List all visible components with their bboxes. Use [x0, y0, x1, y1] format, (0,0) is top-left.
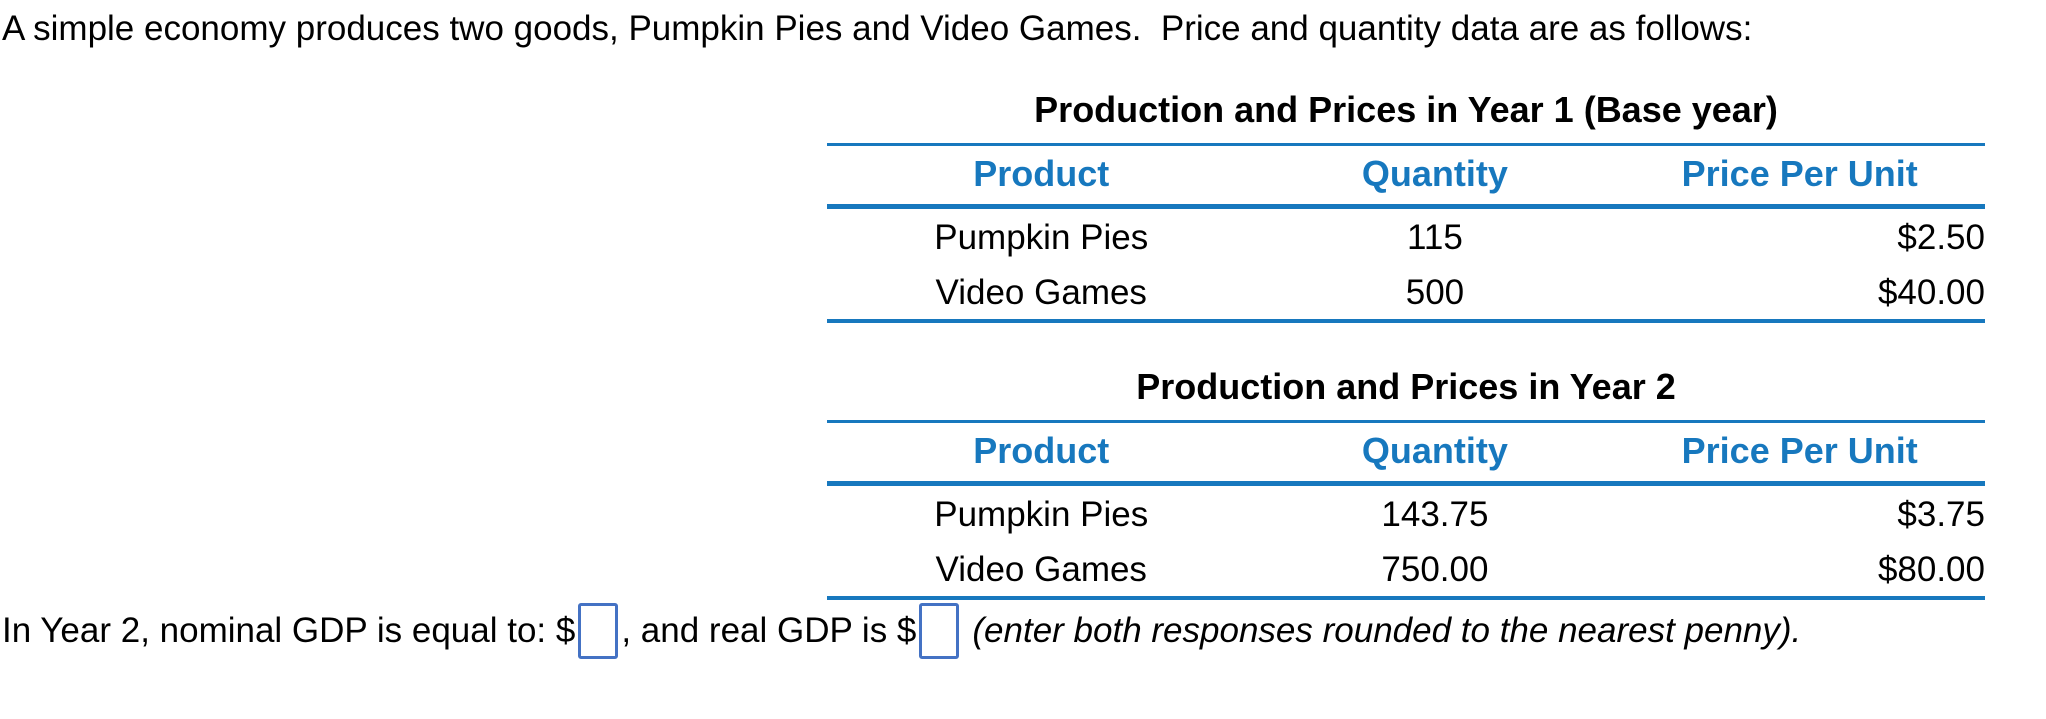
table-year1: Production and Prices in Year 1 (Base ye…	[827, 90, 1985, 323]
question-text-italic-note: (enter both responses rounded to the nea…	[972, 611, 1802, 650]
table1-column-header-product: Product	[827, 143, 1256, 209]
table2-title: Production and Prices in Year 2	[1136, 366, 1676, 407]
table2-row2-price: $80.00	[1614, 541, 1985, 600]
table2-row2-quantity: 750.00	[1255, 541, 1615, 600]
table1-row2-product: Video Games	[827, 264, 1256, 323]
table2-row1-price: $3.75	[1897, 495, 1985, 534]
table2-header-row: Product Quantity Price Per Unit	[827, 420, 1985, 486]
table-row: Pumpkin Pies 115 $2.50	[827, 207, 1985, 265]
table-row: Video Games 500 $40.00	[827, 264, 1985, 323]
table1-row2-quantity: 500	[1255, 264, 1615, 323]
table-row: Pumpkin Pies 143.75 $3.75	[827, 484, 1985, 542]
table1-row1-product: Pumpkin Pies	[934, 218, 1149, 257]
intro-text: A simple economy produces two goods, Pum…	[2, 9, 1753, 48]
table2-row1-quantity: 143.75	[1381, 495, 1489, 534]
table-year2: Production and Prices in Year 2 Product …	[827, 367, 1985, 600]
table1-column-header-quantity: Quantity	[1255, 143, 1615, 209]
table1: Product Quantity Price Per Unit Pumpkin …	[827, 143, 1985, 323]
table1-column-header-price-per-unit: Price Per Unit	[1614, 143, 1985, 209]
table-row: Video Games 750.00 $80.00	[827, 541, 1985, 600]
table1-row1-price: $2.50	[1897, 218, 1985, 257]
table1-header-row: Product Quantity Price Per Unit	[827, 143, 1985, 209]
question-text-part2: , and real GDP is $	[621, 611, 917, 650]
question-text-part1: In Year 2, nominal GDP is equal to: $	[2, 611, 576, 650]
table2-row2-product: Video Games	[827, 541, 1256, 600]
table2-column-header-quantity: Quantity	[1255, 420, 1615, 486]
table1-title: Production and Prices in Year 1 (Base ye…	[1034, 89, 1778, 130]
question-line: In Year 2, nominal GDP is equal to: $ , …	[2, 598, 1801, 664]
nominal-gdp-input[interactable]	[578, 603, 619, 659]
tables-container: Production and Prices in Year 1 (Base ye…	[827, 90, 1985, 600]
table2-column-header-price-per-unit: Price Per Unit	[1614, 420, 1985, 486]
real-gdp-input[interactable]	[919, 603, 960, 659]
table1-row1-quantity: 115	[1407, 218, 1463, 257]
table1-row2-price: $40.00	[1614, 264, 1985, 323]
table2-column-header-product: Product	[827, 420, 1256, 486]
table2: Product Quantity Price Per Unit Pumpkin …	[827, 420, 1985, 600]
table2-row1-product: Pumpkin Pies	[934, 495, 1149, 534]
